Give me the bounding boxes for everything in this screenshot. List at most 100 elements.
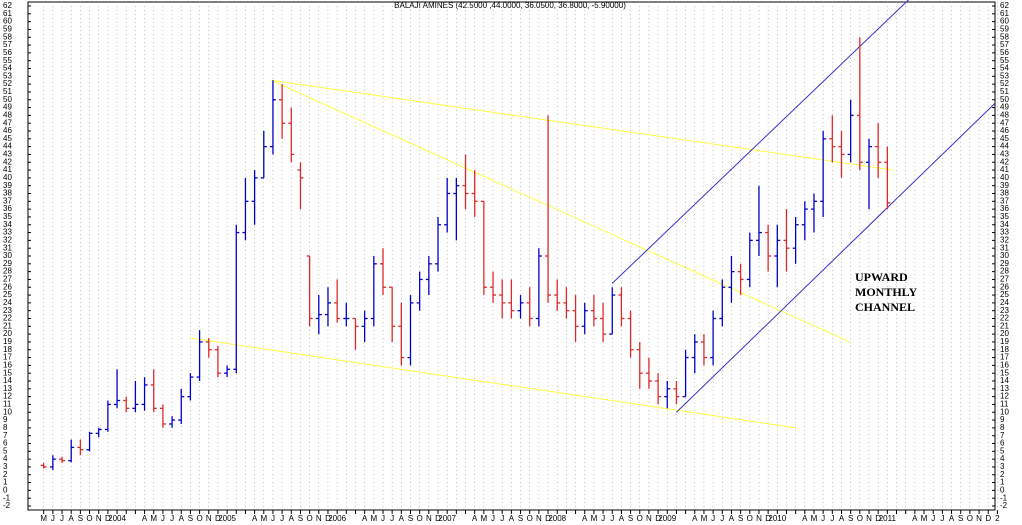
x-tick-label: A	[142, 514, 148, 523]
y-tick-label: 10	[3, 407, 12, 416]
y-tick-label-right: 2	[1000, 470, 1005, 479]
y-tick-label: 58	[3, 32, 12, 41]
y-tick-label-right: 28	[1000, 267, 1009, 276]
y-tick-label: 36	[3, 204, 12, 213]
x-tick-label: A	[949, 514, 955, 523]
y-tick-label-right: 60	[1000, 17, 1009, 26]
y-tick-label-right: 18	[1000, 345, 1009, 354]
y-tick-label: 8	[3, 423, 8, 432]
y-tick-label: 43	[3, 150, 12, 159]
y-tick-label-right: -1	[1000, 493, 1008, 502]
y-tick-label-right: 25	[1000, 290, 1009, 299]
y-tick-label-right: 41	[1000, 165, 1009, 174]
x-tick-label: M	[260, 514, 267, 523]
x-tick-label: D	[435, 514, 441, 523]
y-tick-label: 33	[3, 228, 12, 237]
y-tick-label: 1	[3, 478, 8, 487]
x-tick-label: 2006	[328, 514, 346, 523]
x-tick-label: D	[325, 514, 331, 523]
y-tick-label: 40	[3, 173, 12, 182]
x-tick-label: M	[591, 514, 598, 523]
x-tick-label: O	[747, 514, 753, 523]
x-tick-label: S	[518, 514, 523, 523]
y-tick-label-right: 26	[1000, 282, 1009, 291]
y-tick-label-right: 32	[1000, 235, 1009, 244]
y-tick-label-right: 16	[1000, 360, 1009, 369]
y-tick-label-right: 11	[1000, 400, 1009, 409]
y-tick-label-right: 33	[1000, 228, 1009, 237]
y-tick-label-right: 21	[1000, 321, 1009, 330]
y-tick-label: 26	[3, 282, 12, 291]
y-tick-label-right: 39	[1000, 181, 1009, 190]
y-tick-label: 59	[3, 25, 12, 34]
trend-line	[190, 337, 796, 429]
y-tick-label-right: 43	[1000, 150, 1009, 159]
x-tick-label: O	[86, 514, 92, 523]
x-tick-label: J	[940, 514, 944, 523]
x-tick-label: S	[958, 514, 963, 523]
y-tick-label-right: 27	[1000, 275, 1009, 284]
x-tick-label: J	[280, 514, 284, 523]
x-tick-label: D	[985, 514, 991, 523]
x-tick-label: A	[912, 514, 918, 523]
x-tick-label: A	[289, 514, 295, 523]
y-tick-label-right: 36	[1000, 204, 1009, 213]
y-tick-label-right: 54	[1000, 64, 1009, 73]
x-tick-label: A	[252, 514, 258, 523]
y-tick-label-right: 38	[1000, 189, 1009, 198]
y-tick-label: 21	[3, 321, 12, 330]
y-tick-label-right: 37	[1000, 196, 1009, 205]
y-tick-label: 12	[3, 392, 12, 401]
x-tick-label: D	[765, 514, 771, 523]
x-tick-label: J	[720, 514, 724, 523]
x-tick-label: 2004	[108, 514, 126, 523]
y-tick-label: 60	[3, 17, 12, 26]
y-tick-label-right: 55	[1000, 56, 1009, 65]
x-tick-label: O	[527, 514, 533, 523]
y-tick-label-right: 14	[1000, 376, 1009, 385]
y-tick-label-right: 59	[1000, 25, 1009, 34]
y-tick-label: 27	[3, 275, 12, 284]
x-tick-label: 2005	[218, 514, 236, 523]
x-tick-label: D	[545, 514, 551, 523]
y-tick-label: 62	[3, 1, 12, 10]
y-tick-label-right: -2	[1000, 501, 1008, 510]
x-tick-label: A	[582, 514, 588, 523]
y-tick-label: 53	[3, 71, 12, 80]
y-tick-label-right: 6	[1000, 439, 1005, 448]
trend-line	[676, 103, 995, 413]
x-tick-label: 2008	[548, 514, 566, 523]
x-tick-label: S	[628, 514, 633, 523]
y-tick-label-right: 49	[1000, 103, 1009, 112]
y-tick-label: 0	[3, 485, 8, 494]
y-tick-label-right: 29	[1000, 259, 1009, 268]
x-tick-label: N	[96, 514, 102, 523]
y-tick-label: 16	[3, 360, 12, 369]
y-tick-label: -2	[3, 501, 11, 510]
y-tick-label: 55	[3, 56, 12, 65]
x-tick-label: S	[298, 514, 303, 523]
x-tick-label: S	[408, 514, 413, 523]
y-tick-label: 11	[3, 400, 12, 409]
y-tick-label-right: 61	[1000, 9, 1009, 18]
x-tick-label: O	[637, 514, 643, 523]
x-tick-label: O	[967, 514, 973, 523]
y-tick-label: 20	[3, 329, 12, 338]
y-tick-label: 54	[3, 64, 12, 73]
x-tick-label: N	[866, 514, 872, 523]
x-tick-label: A	[729, 514, 735, 523]
x-tick-label: A	[802, 514, 808, 523]
x-tick-label: J	[491, 514, 495, 523]
y-tick-label-right: 62	[1000, 1, 1009, 10]
y-tick-label: 30	[3, 251, 12, 260]
y-tick-label-right: 47	[1000, 118, 1009, 127]
x-tick-label: M	[40, 514, 47, 523]
y-tick-label-right: 7	[1000, 431, 1005, 440]
y-tick-label: 13	[3, 384, 12, 393]
chart-title: BALAJI AMINES (42.5000 ,44.0000, 36.0500…	[394, 1, 626, 10]
x-tick-label: D	[655, 514, 661, 523]
x-tick-label: J	[161, 514, 165, 523]
y-tick-label: 7	[3, 431, 8, 440]
x-tick-label: A	[69, 514, 75, 523]
y-tick-label-right: 51	[1000, 87, 1009, 96]
